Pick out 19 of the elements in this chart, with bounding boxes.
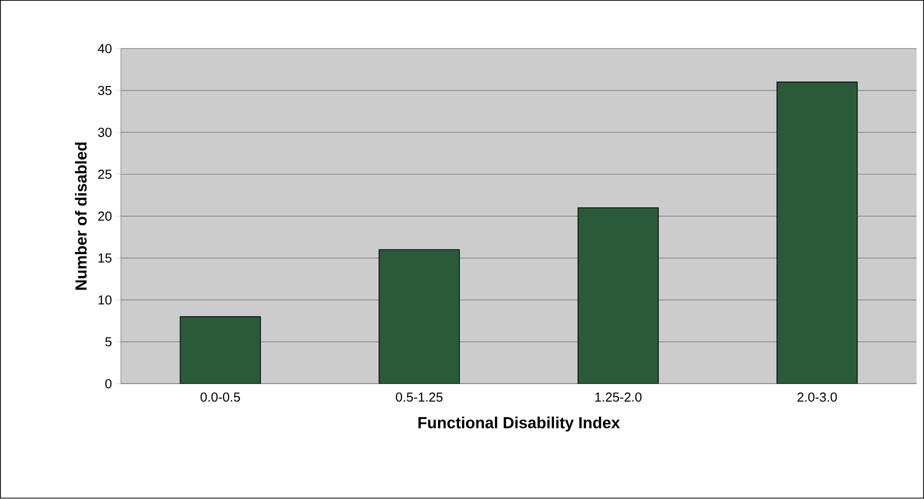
y-axis-title: Number of disabled <box>74 142 87 290</box>
x-axis-title: Functional Disability Index <box>418 416 620 432</box>
y-tick-label: 25 <box>98 170 112 180</box>
y-tick-label: 30 <box>98 128 112 138</box>
x-tick-label: 0.5-1.25 <box>396 392 443 402</box>
y-tick-label: 5 <box>105 338 112 347</box>
x-tick-label: 1.25-2.0 <box>595 392 642 402</box>
bar <box>578 208 659 384</box>
x-tick-label: 2.0-3.0 <box>798 392 837 402</box>
bar <box>180 316 261 384</box>
y-tick-label: 15 <box>98 254 112 263</box>
y-tick-label: 20 <box>98 212 112 221</box>
bar <box>378 249 460 384</box>
y-tick-label: 40 <box>98 44 112 54</box>
bar <box>776 82 858 384</box>
x-tick-label: 0.0-0.5 <box>200 392 240 402</box>
y-tick-label: 0 <box>105 379 112 389</box>
y-tick-label: 35 <box>98 86 112 96</box>
y-tick-label: 10 <box>98 296 112 305</box>
